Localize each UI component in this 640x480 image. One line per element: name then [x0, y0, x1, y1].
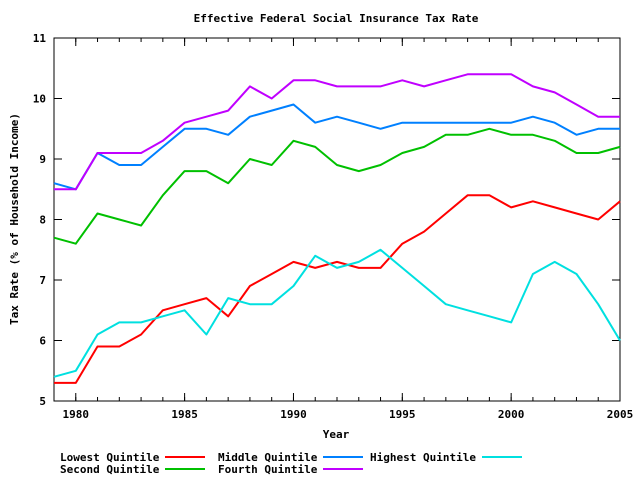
legend-swatch-second [165, 468, 206, 470]
legend-item-highest-quintile: Highest Quintile [370, 450, 522, 464]
legend: Lowest Quintile Second Quintile Middle Q… [0, 448, 640, 480]
legend-label: Highest Quintile [370, 450, 476, 464]
x-tick-label: 1990 [280, 408, 307, 421]
series-line-middle-quintile [53, 103, 620, 191]
y-axis-tick-labels: 5 6 7 8 9 10 11 [33, 32, 47, 408]
legend-item-second-quintile: Second Quintile [60, 462, 206, 476]
legend-label: Second Quintile [60, 462, 160, 476]
series-line-second-quintile [53, 127, 621, 245]
y-tick-label: 11 [33, 32, 47, 45]
plot-area [53, 37, 621, 402]
series-line-highest-quintile [53, 248, 621, 378]
x-axis-tick-labels: 1980 1985 1990 1995 2000 2005 [63, 408, 634, 421]
axis-ticks [53, 37, 621, 402]
legend-item-lowest-quintile: Lowest Quintile [60, 450, 206, 464]
series-lines [53, 73, 621, 384]
x-axis-label: Year [323, 428, 350, 441]
y-tick-label: 9 [39, 153, 46, 166]
x-tick-label: 2000 [498, 408, 525, 421]
x-tick-label: 2005 [607, 408, 634, 421]
y-tick-label: 7 [39, 274, 46, 287]
y-tick-label: 8 [39, 214, 46, 227]
legend-swatch-lowest [165, 456, 206, 458]
legend-item-middle-quintile: Middle Quintile [218, 450, 364, 464]
legend-label: Lowest Quintile [60, 450, 160, 464]
x-tick-label: 1985 [171, 408, 198, 421]
legend-swatch-middle [323, 456, 364, 458]
legend-swatch-fourth [323, 468, 364, 470]
y-tick-label: 6 [39, 335, 46, 348]
legend-label: Fourth Quintile [218, 462, 318, 476]
chart-title: Effective Federal Social Insurance Tax R… [194, 12, 479, 25]
x-tick-label: 1980 [63, 408, 90, 421]
y-tick-label: 5 [39, 395, 46, 408]
y-tick-label: 10 [33, 93, 46, 106]
x-tick-label: 1995 [389, 408, 416, 421]
series-line-fourth-quintile [54, 73, 620, 191]
legend-item-fourth-quintile: Fourth Quintile [218, 462, 364, 476]
legend-label: Middle Quintile [218, 450, 318, 464]
series-line-lowest-quintile [54, 194, 621, 384]
y-axis-label: Tax Rate (% of Household Income) [8, 113, 21, 325]
legend-swatch-highest [481, 456, 522, 458]
